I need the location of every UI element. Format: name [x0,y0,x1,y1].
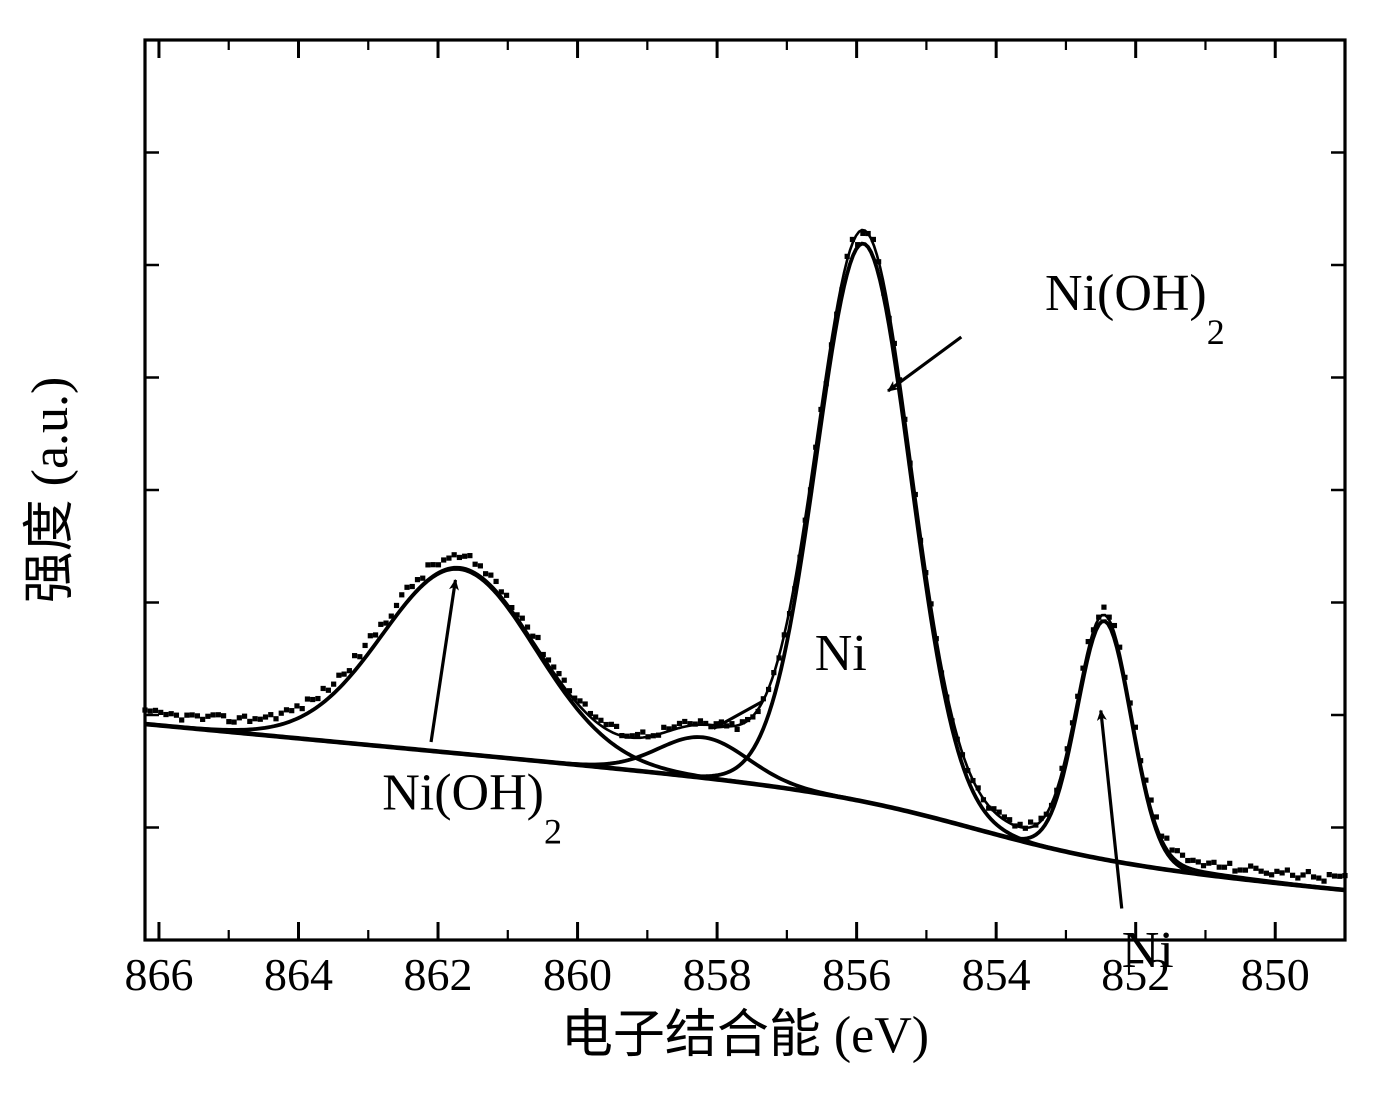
x-axis-title: 电子结合能 (eV) [561,1007,929,1064]
y-axis-title: 强度 (a.u.) [22,377,79,604]
annotation-label-ni-right: Ni [1122,922,1174,979]
xtick-label: 862 [404,949,473,1000]
xtick-label: 856 [822,949,891,1000]
xtick-label: 854 [962,949,1031,1000]
xtick-label: 864 [264,949,333,1000]
annotation-label-ni-mid: Ni [815,625,867,682]
plot-area [145,40,1345,940]
xtick-label: 858 [683,949,752,1000]
xtick-label: 866 [124,949,193,1000]
xtick-label: 850 [1241,949,1310,1000]
xtick-label: 860 [543,949,612,1000]
